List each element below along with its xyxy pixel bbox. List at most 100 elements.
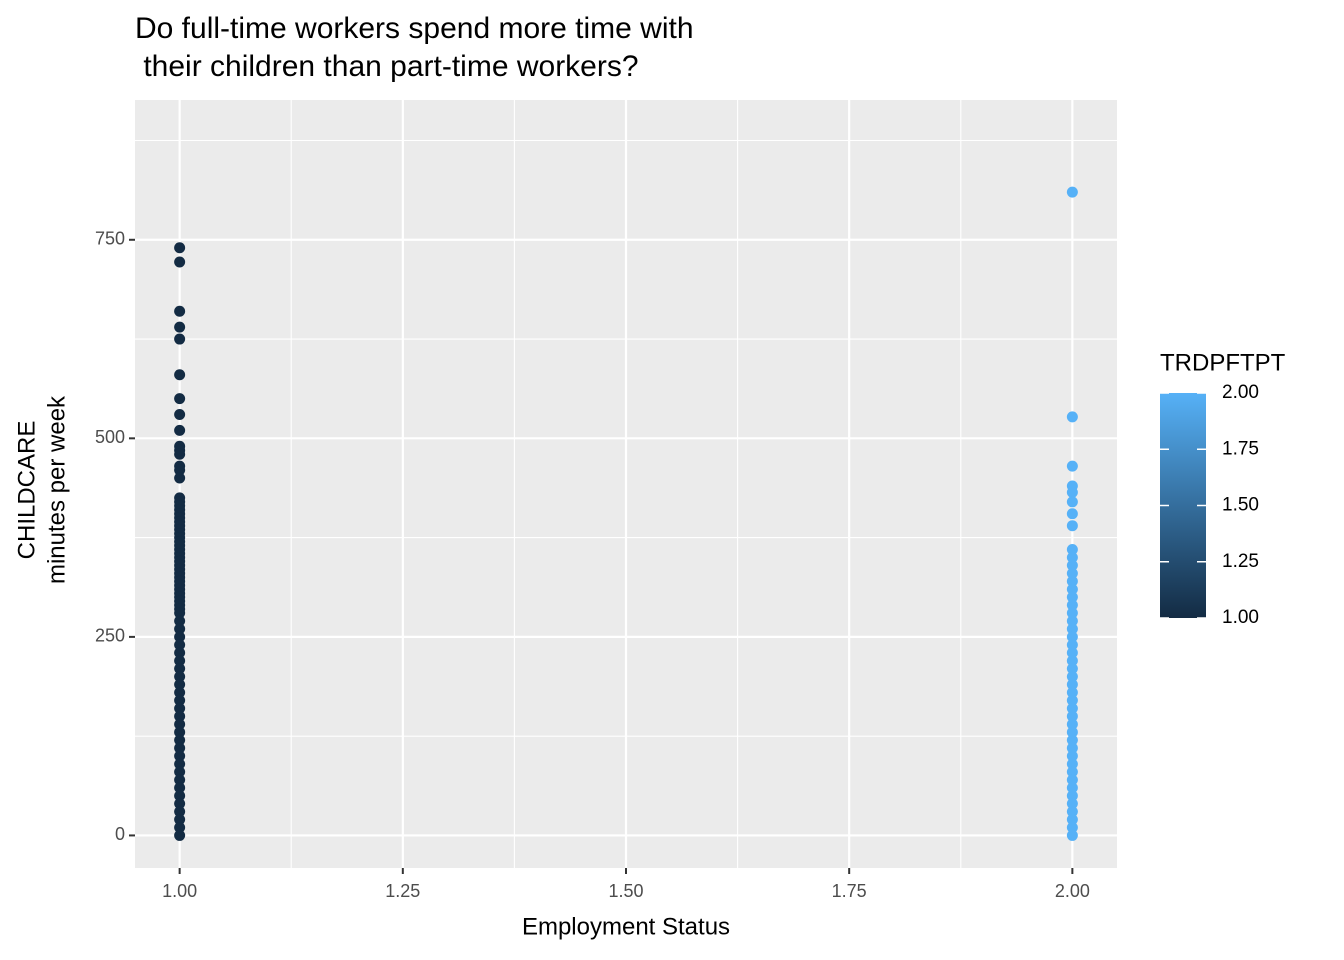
point [174, 464, 186, 476]
point [1066, 544, 1078, 556]
point [1066, 575, 1078, 587]
point [174, 256, 186, 268]
point [174, 631, 186, 643]
point [1066, 790, 1078, 802]
point [174, 774, 186, 786]
point [1066, 567, 1078, 579]
y-tick-label: 500 [95, 427, 125, 447]
point [1066, 726, 1078, 738]
point [174, 702, 186, 714]
x-tick-label: 1.00 [162, 881, 197, 901]
point [1066, 686, 1078, 698]
point [1066, 607, 1078, 619]
point [174, 639, 186, 651]
point [174, 726, 186, 738]
point [1066, 766, 1078, 778]
point [1066, 411, 1078, 423]
point [1066, 599, 1078, 611]
point [174, 814, 186, 826]
point [1066, 806, 1078, 818]
point [1066, 186, 1078, 198]
point [1066, 814, 1078, 826]
point [1066, 486, 1078, 498]
point [174, 448, 186, 460]
point [1066, 702, 1078, 714]
point [174, 655, 186, 667]
point [174, 333, 186, 345]
point [1066, 559, 1078, 571]
point [1066, 615, 1078, 627]
point [174, 790, 186, 802]
x-tick-label: 1.75 [832, 881, 867, 901]
point [174, 766, 186, 778]
point [174, 750, 186, 762]
point [1066, 782, 1078, 794]
legend-label: 1.00 [1222, 607, 1259, 628]
legend-title: TRDPFTPT [1160, 349, 1286, 376]
point [174, 718, 186, 730]
y-axis-title: CHILDCARE [13, 421, 40, 560]
point [1066, 718, 1078, 730]
point [1066, 694, 1078, 706]
point [1066, 623, 1078, 635]
point [174, 821, 186, 833]
point [174, 321, 186, 333]
point [1066, 496, 1078, 508]
point [174, 305, 186, 317]
point [174, 686, 186, 698]
legend-label: 1.50 [1222, 495, 1259, 516]
chart-title: their children than part-time workers? [135, 50, 639, 83]
point [1066, 750, 1078, 762]
point [1066, 460, 1078, 472]
x-tick-label: 2.00 [1055, 881, 1090, 901]
point [174, 607, 186, 619]
point [1066, 508, 1078, 520]
point [1066, 671, 1078, 683]
point [174, 710, 186, 722]
point [1066, 710, 1078, 722]
point [1066, 551, 1078, 563]
point [174, 623, 186, 635]
y-tick-label: 750 [95, 229, 125, 249]
legend-label: 1.75 [1222, 438, 1259, 459]
point [1066, 774, 1078, 786]
point [174, 369, 186, 381]
point [1066, 520, 1078, 532]
point [174, 742, 186, 754]
legend-label: 1.25 [1222, 551, 1259, 572]
point [174, 694, 186, 706]
point [1066, 829, 1078, 841]
chart-title: Do full-time workers spend more time wit… [135, 12, 694, 45]
point [174, 734, 186, 746]
point [1066, 583, 1078, 595]
point [174, 472, 186, 484]
point [1066, 631, 1078, 643]
point [174, 615, 186, 627]
point [174, 758, 186, 770]
point [174, 679, 186, 691]
y-tick-label: 250 [95, 626, 125, 646]
point [1066, 591, 1078, 603]
point [174, 829, 186, 841]
point [174, 671, 186, 683]
point [174, 409, 186, 421]
point [174, 242, 186, 254]
point [1066, 734, 1078, 746]
legend-label: 2.00 [1222, 382, 1259, 403]
x-tick-label: 1.25 [385, 881, 420, 901]
point [1066, 639, 1078, 651]
point [1066, 821, 1078, 833]
point [1066, 679, 1078, 691]
point [174, 782, 186, 794]
point [1066, 758, 1078, 770]
point [174, 647, 186, 659]
x-axis-title: Employment Status [522, 913, 730, 940]
y-tick-label: 0 [115, 824, 125, 844]
point [1066, 655, 1078, 667]
y-axis-title: minutes per week [43, 395, 70, 584]
point [174, 393, 186, 405]
point [1066, 647, 1078, 659]
point [174, 806, 186, 818]
point [174, 663, 186, 675]
